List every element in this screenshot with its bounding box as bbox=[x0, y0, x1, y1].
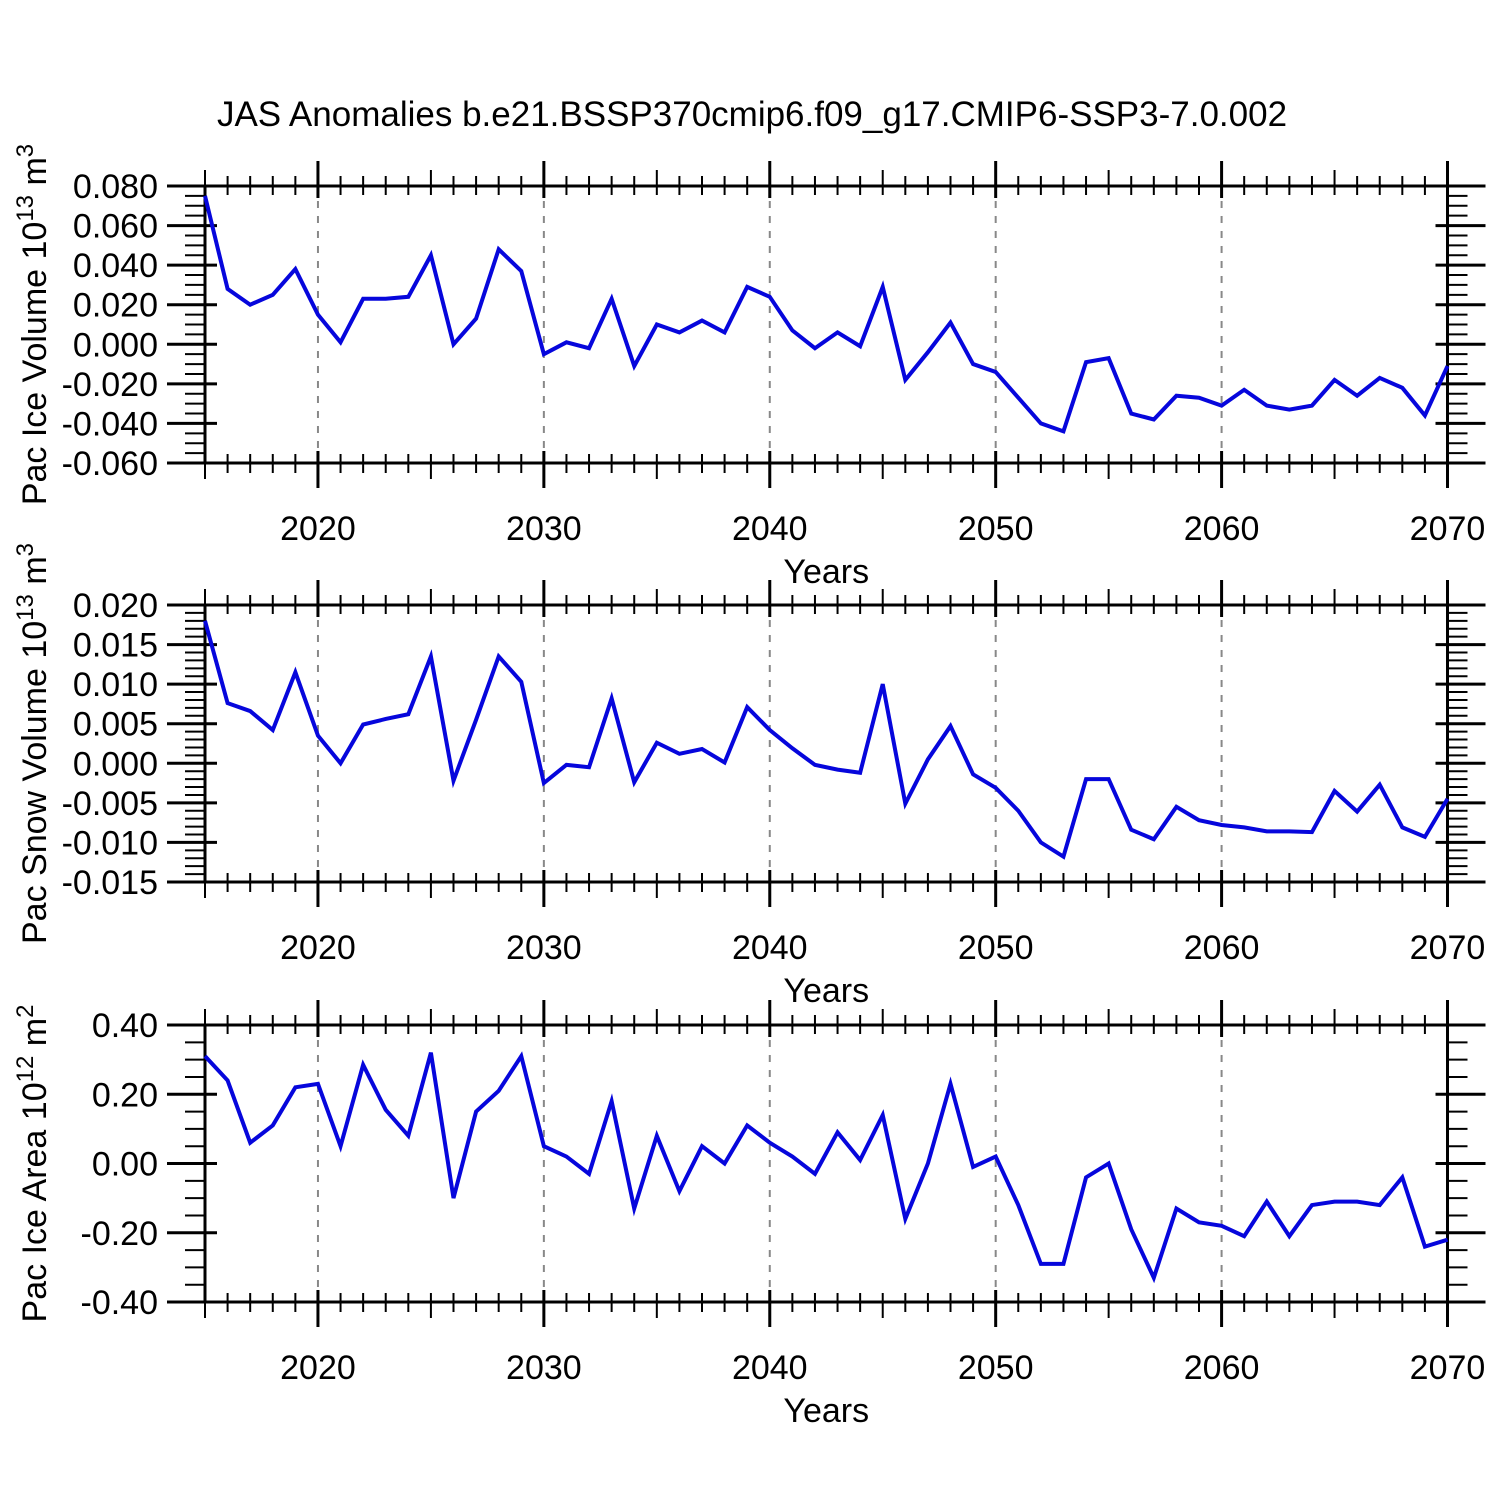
x-tick-label: 2060 bbox=[1184, 929, 1260, 967]
y-axis-title: Pac Ice Volume 1013 m3 bbox=[12, 144, 54, 505]
x-tick-label: 2040 bbox=[732, 929, 808, 967]
y-axis-title: Pac Ice Area 1012 m2 bbox=[12, 1005, 54, 1323]
x-tick-label: 2020 bbox=[280, 929, 356, 967]
panel-pac-ice-area: 0.40 0.20 0.00 -0.20 -0.40 2020 2030 2040 2050 20… bbox=[12, 1000, 1486, 1430]
x-tick-label: 2050 bbox=[958, 1349, 1034, 1387]
y-tick-label: 0.000 bbox=[73, 745, 158, 783]
x-tick-label: 2020 bbox=[280, 510, 356, 548]
y-axis-title-text: Pac Ice Volume 10 bbox=[16, 222, 54, 506]
y-axis-title-exponent: 3 bbox=[12, 144, 39, 157]
x-axis-title: Years bbox=[783, 553, 869, 591]
panel-frame bbox=[203, 603, 1449, 884]
x-tick-label: 2020 bbox=[280, 1349, 356, 1387]
panel-pac-snow-volume: 0.0200.0150.0100.0050.000-0.005-0.010-0.… bbox=[12, 543, 1486, 1010]
x-tick-label: 2030 bbox=[506, 510, 582, 548]
y-tick-label: 0.080 bbox=[73, 168, 158, 206]
y-axis-title-text: m bbox=[16, 556, 54, 594]
chart-title: JAS Anomalies b.e21.BSSP370cmip6.f09_g17… bbox=[217, 95, 1287, 134]
data-line-pac-snow-volume bbox=[203, 620, 1450, 860]
y-tick-label: -0.040 bbox=[62, 405, 158, 443]
data-line-pac-ice-volume bbox=[203, 195, 1450, 434]
y-tick-label: -0.20 bbox=[81, 1215, 159, 1253]
y-tick-label: 0.015 bbox=[73, 627, 158, 665]
x-tick-label: 2030 bbox=[506, 929, 582, 967]
y-tick-label: 0.005 bbox=[73, 706, 158, 744]
y-tick-label: 0.40 bbox=[92, 1007, 158, 1045]
panel-frame bbox=[203, 1023, 1449, 1304]
y-axis-title-text: m bbox=[16, 1018, 54, 1056]
y-axis-title-exponent: 2 bbox=[12, 1005, 39, 1018]
x-tick-label: 2040 bbox=[732, 510, 808, 548]
y-axis-title-text: m bbox=[16, 157, 54, 195]
x-axis-title: Years bbox=[783, 972, 869, 1010]
panel-pac-ice-volume: 0.0800.0600.0400.0200.000-0.020-0.040-0.… bbox=[12, 144, 1486, 591]
y-tick-label: 0.000 bbox=[73, 326, 158, 364]
y-tick-label: -0.40 bbox=[81, 1284, 159, 1322]
y-tick-label: 0.010 bbox=[73, 666, 158, 704]
y-tick-label: -0.020 bbox=[62, 366, 158, 404]
y-axis-title-exponent: 3 bbox=[12, 543, 39, 556]
y-tick-label: -0.005 bbox=[62, 785, 158, 823]
y-axis-title-exponent: 12 bbox=[12, 1056, 39, 1083]
y-axis-title-text: Pac Ice Area 10 bbox=[16, 1082, 54, 1322]
x-tick-label: 2060 bbox=[1184, 510, 1260, 548]
y-tick-label: -0.010 bbox=[62, 824, 158, 862]
y-tick-label: 0.020 bbox=[73, 587, 158, 625]
y-tick-label: 0.20 bbox=[92, 1076, 158, 1114]
x-tick-label: 2070 bbox=[1410, 510, 1486, 548]
x-tick-label: 2060 bbox=[1184, 1349, 1260, 1387]
panels-group: 0.0800.0600.0400.0200.000-0.020-0.040-0.… bbox=[12, 144, 1486, 1430]
y-axis-title-exponent: 13 bbox=[12, 594, 39, 621]
x-axis-title: Years bbox=[783, 1392, 869, 1430]
x-tick-label: 2030 bbox=[506, 1349, 582, 1387]
y-axis-title-exponent: 13 bbox=[12, 195, 39, 222]
y-tick-label: 0.00 bbox=[92, 1146, 158, 1184]
x-tick-label: 2050 bbox=[958, 929, 1034, 967]
y-tick-label: -0.015 bbox=[62, 864, 158, 902]
y-tick-label: 0.040 bbox=[73, 247, 158, 285]
y-tick-label: 0.060 bbox=[73, 208, 158, 246]
x-tick-label: 2070 bbox=[1410, 929, 1486, 967]
y-tick-label: 0.020 bbox=[73, 287, 158, 325]
x-tick-label: 2070 bbox=[1410, 1349, 1486, 1387]
y-axis-title-text: Pac Snow Volume 10 bbox=[16, 621, 54, 944]
x-tick-label: 2040 bbox=[732, 1349, 808, 1387]
y-axis-title: Pac Snow Volume 1013 m3 bbox=[12, 543, 54, 944]
data-line-pac-ice-area bbox=[203, 1051, 1449, 1284]
y-tick-label: -0.060 bbox=[62, 445, 158, 483]
x-tick-label: 2050 bbox=[958, 510, 1034, 548]
panel-frame bbox=[203, 184, 1449, 465]
